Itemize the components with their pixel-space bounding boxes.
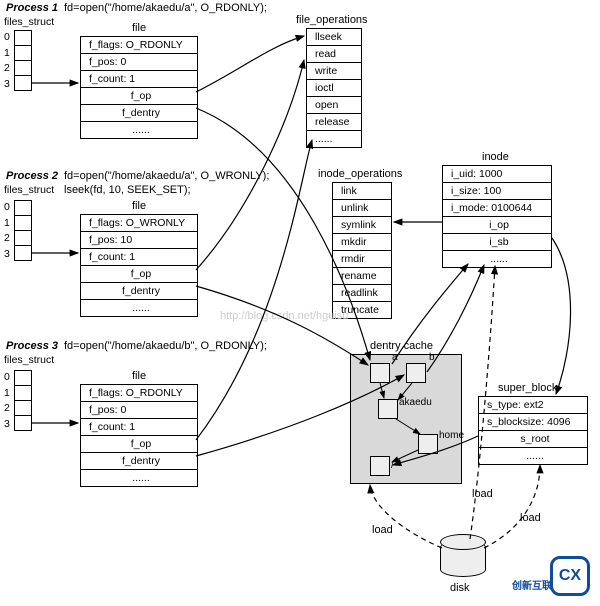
- process2-code2: lseek(fd, 10, SEEK_SET);: [64, 184, 191, 196]
- process2-fd-nums: 0 1 2 3: [4, 201, 10, 263]
- inode-table: i_uid: 1000 i_size: 100 i_mode: 0100644 …: [442, 165, 552, 268]
- process1-file-table: f_flags: O_RDONLY f_pos: 0 f_count: 1 f_…: [80, 36, 198, 139]
- process1-code: fd=open("/home/akaedu/a", O_RDONLY);: [64, 2, 267, 14]
- process3-code: fd=open("/home/akaedu/b", O_RDONLY);: [64, 340, 267, 352]
- file-operations-table: llseek read write ioctl open release ...…: [306, 28, 362, 148]
- process3-fd-col: [14, 370, 32, 431]
- process3-files-struct-label: files_struct: [4, 354, 54, 366]
- process2-file-label: file: [132, 200, 146, 212]
- super-block-title: super_block: [498, 382, 557, 394]
- dentry-cache-title: dentry cache: [370, 340, 433, 352]
- load-label-1: load: [372, 524, 393, 536]
- process1-file-label: file: [132, 22, 146, 34]
- logo-icon: CX: [550, 556, 590, 596]
- process1-fd-col: [14, 30, 32, 91]
- dentry-node-root: [370, 456, 390, 476]
- process2-file-table: f_flags: O_WRONLY f_pos: 10 f_count: 1 f…: [80, 214, 198, 317]
- disk-icon: [440, 540, 486, 577]
- file-operations-title: file_operations: [296, 14, 368, 26]
- process1-label: Process 1: [6, 2, 58, 14]
- inode-operations-title: inode_operations: [318, 168, 402, 180]
- process2-fd-col: [14, 200, 32, 261]
- dentry-node-akaedu: [378, 399, 398, 419]
- load-label-2: load: [472, 488, 493, 500]
- super-block-table: s_type: ext2 s_blocksize: 4096 s_root ..…: [478, 396, 588, 465]
- watermark: http://blog.csdn.net/hguisu: [220, 310, 348, 322]
- inode-title: inode: [482, 151, 509, 163]
- disk-label: disk: [450, 582, 470, 594]
- inode-operations-table: link unlink symlink mkdir rmdir rename r…: [332, 182, 392, 319]
- dentry-node-a: [370, 363, 390, 383]
- process1-fd-nums: 0 1 2 3: [4, 31, 10, 93]
- logo-text: 创新互联: [512, 577, 552, 592]
- load-label-3: load: [520, 512, 541, 524]
- process1-files-struct-label: files_struct: [4, 16, 54, 28]
- process3-file-table: f_flags: O_RDONLY f_pos: 0 f_count: 1 f_…: [80, 384, 198, 487]
- process3-fd-nums: 0 1 2 3: [4, 371, 10, 433]
- process2-files-struct-label: files_struct: [4, 184, 54, 196]
- process2-label: Process 2: [6, 170, 58, 182]
- process2-code: fd=open("/home/akaedu/a", O_WRONLY);: [64, 170, 269, 182]
- dentry-node-home: [418, 434, 438, 454]
- dentry-node-b: [406, 363, 426, 383]
- process3-file-label: file: [132, 370, 146, 382]
- process3-label: Process 3: [6, 340, 58, 352]
